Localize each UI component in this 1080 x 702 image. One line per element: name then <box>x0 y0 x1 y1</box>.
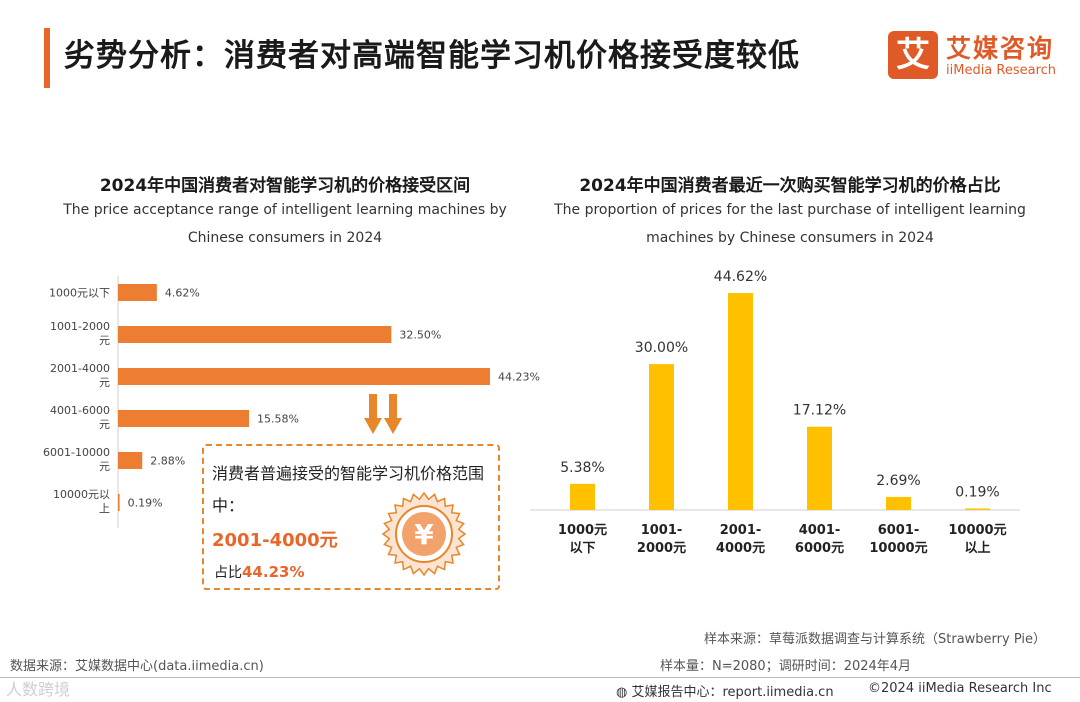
left-chart-subtitle-line1: The price acceptance range of intelligen… <box>63 202 507 218</box>
left-chart-title: 2024年中国消费者对智能学习机的价格接受区间 <box>99 176 471 196</box>
coin-symbol: ¥ <box>414 518 434 551</box>
data-source: 数据来源：艾媒数据中心(data.iimedia.cn) <box>10 659 264 674</box>
category-label-3-1: 6000元 <box>795 541 844 556</box>
right-chart-subtitle: The proportion of prices for the last pu… <box>520 196 1060 252</box>
category-label-2-1: 4000元 <box>716 541 765 556</box>
bar-3 <box>118 410 250 427</box>
category-label-1-1: 元 <box>99 334 110 347</box>
category-label-2-0: 2001- <box>720 523 762 538</box>
category-label-0-0: 1000元 <box>558 523 607 538</box>
data-label-1: 30.00% <box>635 340 688 356</box>
right-chart-subtitle-line2: machines by Chinese consumers in 2024 <box>646 230 934 246</box>
data-label-1: 32.50% <box>399 329 441 342</box>
column-0 <box>570 483 595 510</box>
watermark: 人数跨境 <box>6 680 71 699</box>
logo-text-en: iiMedia Research <box>946 63 1057 78</box>
page-title: 劣势分析：消费者对高端智能学习机价格接受度较低 <box>64 38 800 74</box>
column-3 <box>807 426 832 510</box>
double-down-arrow-icon <box>364 394 402 434</box>
category-label-0-0: 1000元以下 <box>49 287 110 300</box>
category-label-1-0: 1001- <box>641 523 683 538</box>
category-label-5-0: 10000元以 <box>53 488 110 501</box>
category-label-5-1: 以上 <box>964 541 990 556</box>
category-label-4-0: 6001- <box>878 523 920 538</box>
callout-text: 消费者普遍接受的智能学习机价格范围中： <box>212 464 485 515</box>
callout-box: 消费者普遍接受的智能学习机价格范围中： 2001-4000元 占比44.23% … <box>202 444 500 590</box>
data-label-4: 2.69% <box>876 473 920 489</box>
logo-mark: 艾 <box>888 31 938 79</box>
data-label-4: 2.88% <box>150 455 185 468</box>
category-label-4-1: 10000元 <box>869 541 927 556</box>
category-label-5-1: 上 <box>99 502 110 515</box>
last-purchase-price-bar-chart: 5.38% 1000元以下 30.00% 1001- 2000元 44.62% 2001- 4… <box>530 269 1020 556</box>
copyright: ©2024 iiMedia Research Inc <box>868 681 1052 696</box>
globe-icon: ◍ <box>616 685 628 700</box>
category-label-3-0: 4001- <box>799 523 841 538</box>
left-chart-subtitle-line2: Chinese consumers in 2024 <box>187 230 383 246</box>
sample-size: 样本量：N=2080；调研时间：2024年4月 <box>660 659 912 674</box>
category-label-1-0: 1001-2000 <box>50 320 110 333</box>
right-chart-title: 2024年中国消费者最近一次购买智能学习机的价格占比 <box>579 176 1001 196</box>
sample-source: 样本来源：草莓派数据调查与计算系统（Strawberry Pie） <box>704 632 1046 647</box>
data-label-3: 15.58% <box>257 413 299 426</box>
right-chart-subtitle-line1: The proportion of prices for the last pu… <box>554 202 1026 218</box>
category-label-3-0: 4001-6000 <box>50 404 110 417</box>
category-label-5-0: 10000元 <box>948 523 1006 538</box>
report-center-link[interactable]: 艾媒报告中心：report.iimedia.cn <box>631 685 834 700</box>
category-label-4-0: 6001-10000 <box>43 446 110 459</box>
iimedia-logo: 艾 艾媒咨询 iiMedia Research <box>888 29 1068 83</box>
bar-2 <box>118 368 490 385</box>
category-label-0-1: 以下 <box>569 541 595 556</box>
callout-range: 2001-4000元 <box>212 530 338 551</box>
bar-5 <box>118 494 120 511</box>
data-label-2: 44.62% <box>714 269 767 285</box>
report-center[interactable]: ◍ 艾媒报告中心：report.iimedia.cn <box>616 681 834 700</box>
data-label-0: 5.38% <box>560 460 604 476</box>
data-label-0: 4.62% <box>165 287 200 300</box>
data-label-3: 17.12% <box>793 403 846 419</box>
logo-text-cn: 艾媒咨询 <box>946 34 1055 63</box>
category-label-2-1: 元 <box>99 376 110 389</box>
data-label-5: 0.19% <box>128 497 163 510</box>
bar-4 <box>118 452 143 469</box>
price-acceptance-bar-chart: 4.62%1000元以下32.50%1001-2000元44.23%2001-4… <box>43 276 540 528</box>
column-2 <box>728 293 753 510</box>
category-label-1-1: 2000元 <box>637 541 686 556</box>
category-label-3-1: 元 <box>99 418 110 431</box>
title-accent-bar <box>44 28 50 88</box>
footer-divider <box>0 677 1080 678</box>
yuan-coin-icon: ¥ <box>382 492 466 576</box>
left-chart-subtitle: The price acceptance range of intelligen… <box>10 196 560 252</box>
callout-share-value: 44.23% <box>242 563 305 581</box>
column-5 <box>965 508 990 510</box>
bar-1 <box>118 326 392 343</box>
data-label-2: 44.23% <box>498 371 540 384</box>
column-4 <box>886 496 911 510</box>
category-label-2-0: 2001-4000 <box>50 362 110 375</box>
category-label-4-1: 元 <box>99 460 110 473</box>
callout-share-prefix: 占比 <box>214 565 242 581</box>
data-label-5: 0.19% <box>955 485 999 501</box>
column-1 <box>649 364 674 510</box>
bar-0 <box>118 284 157 301</box>
callout-share: 占比44.23% <box>214 562 304 582</box>
